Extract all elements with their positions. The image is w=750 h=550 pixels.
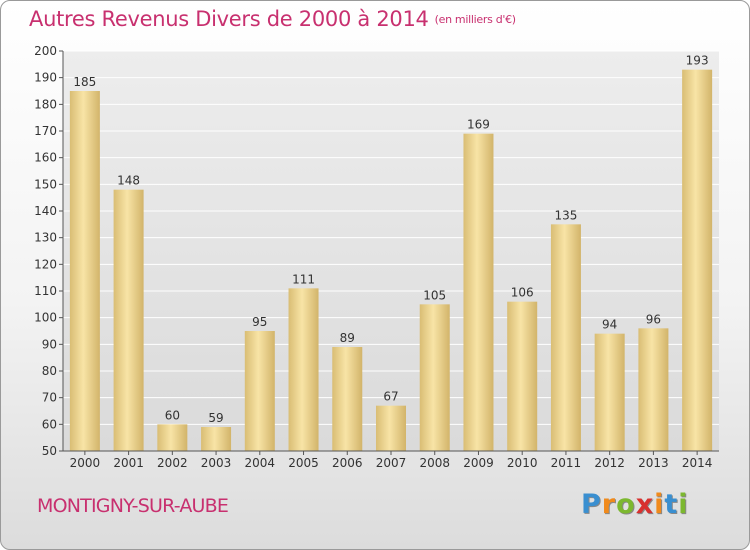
proxiti-logo: Proxiti (581, 489, 689, 520)
data-label: 60 (165, 408, 180, 422)
x-tick-label: 2006 (332, 456, 363, 470)
bar (113, 189, 144, 451)
logo-letter: r (601, 489, 617, 520)
x-tick-label: 2000 (70, 456, 101, 470)
y-tick-label: 140 (34, 204, 57, 218)
x-tick-label: 2011 (551, 456, 582, 470)
bar (157, 424, 188, 451)
y-tick-label: 190 (34, 71, 57, 85)
x-tick-label: 2013 (638, 456, 669, 470)
x-tick-label: 2007 (376, 456, 407, 470)
bar (507, 301, 538, 451)
data-label: 135 (554, 208, 577, 222)
x-tick-label: 2005 (288, 456, 319, 470)
y-tick-label: 50 (42, 444, 57, 458)
bar (288, 288, 319, 451)
y-tick-label: 100 (34, 311, 57, 325)
x-tick-label: 2009 (463, 456, 494, 470)
y-tick-label: 60 (42, 417, 57, 431)
data-label: 67 (383, 390, 398, 404)
logo-letter: i (678, 489, 689, 520)
chart-unit: (en milliers d'€) (434, 13, 516, 26)
logo-letter: x (635, 489, 655, 520)
logo-letter: i (654, 489, 665, 520)
data-label: 185 (73, 75, 96, 89)
bar (376, 405, 406, 451)
data-label: 193 (686, 54, 709, 68)
y-tick-label: 70 (42, 391, 57, 405)
bar (244, 331, 275, 451)
x-tick-label: 2012 (594, 456, 625, 470)
data-label: 148 (117, 174, 140, 188)
bar (201, 427, 232, 451)
data-label: 105 (423, 288, 446, 302)
bar (332, 347, 363, 451)
bar (682, 69, 713, 452)
x-tick-label: 2001 (113, 456, 144, 470)
y-tick-label: 110 (34, 284, 57, 298)
bar (550, 224, 581, 451)
logo-letter: o (616, 489, 636, 520)
x-tick-label: 2002 (157, 456, 188, 470)
data-label: 111 (292, 272, 315, 286)
chart-title: Autres Revenus Divers de 2000 à 2014 (en … (29, 7, 516, 31)
y-tick-label: 130 (34, 231, 57, 245)
y-tick-label: 90 (42, 337, 57, 351)
y-tick-label: 180 (34, 97, 57, 111)
bar (419, 304, 450, 451)
data-label: 59 (208, 411, 223, 425)
bar (69, 91, 100, 451)
logo-letter: t (664, 489, 679, 520)
x-tick-label: 2010 (507, 456, 538, 470)
data-label: 95 (252, 315, 267, 329)
bar (463, 133, 494, 451)
data-label: 106 (511, 286, 534, 300)
x-tick-label: 2003 (201, 456, 232, 470)
commune-name: MONTIGNY-SUR-AUBE (37, 495, 229, 517)
data-label: 89 (340, 331, 355, 345)
chart-title-text: Autres Revenus Divers de 2000 à 2014 (29, 7, 429, 31)
bar (638, 328, 669, 451)
y-tick-label: 170 (34, 124, 57, 138)
data-label: 169 (467, 118, 490, 132)
x-tick-label: 2008 (419, 456, 450, 470)
bar (594, 333, 625, 451)
logo-letter: P (581, 489, 602, 520)
y-tick-label: 160 (34, 151, 57, 165)
x-tick-label: 2014 (682, 456, 713, 470)
y-tick-label: 200 (34, 44, 57, 58)
y-tick-label: 150 (34, 177, 57, 191)
data-label: 94 (602, 318, 617, 332)
x-tick-label: 2004 (245, 456, 276, 470)
y-tick-label: 80 (42, 364, 57, 378)
y-tick-label: 120 (34, 257, 57, 271)
data-label: 96 (646, 312, 661, 326)
